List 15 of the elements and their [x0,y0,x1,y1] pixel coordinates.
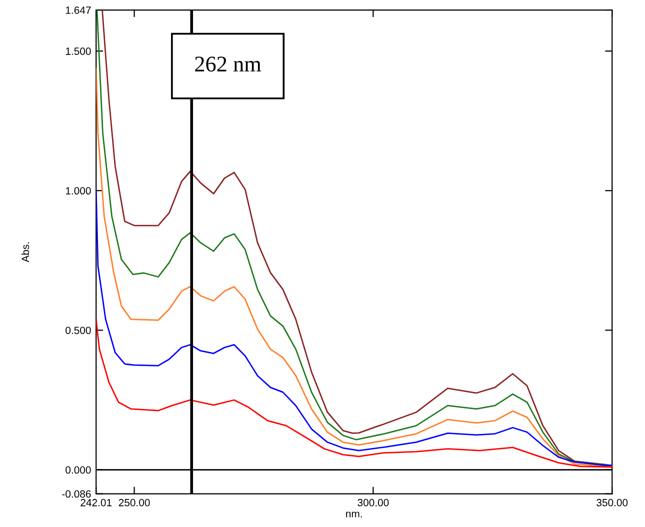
line-series [96,319,612,468]
line-series [96,191,612,466]
x-tick-label: 242.01 [80,498,112,506]
y-axis-title: Abs. [21,242,30,262]
ref-line-label: 262 nm [195,56,262,72]
y-tick-label: 1.500 [66,48,91,55]
x-axis-title: nm. [346,512,362,518]
x-tick-label: 350.00 [596,498,628,506]
x-tick-label: 300.00 [358,498,389,506]
x-tick-label: 250.00 [118,498,150,506]
y-tick-label: 1.000 [66,187,91,195]
y-tick-label: 0.000 [66,466,91,474]
y-tick-label: -0.086 [62,490,91,498]
y-tick-label: 1.647 [66,6,91,14]
y-tick-label: 0.500 [66,326,91,334]
